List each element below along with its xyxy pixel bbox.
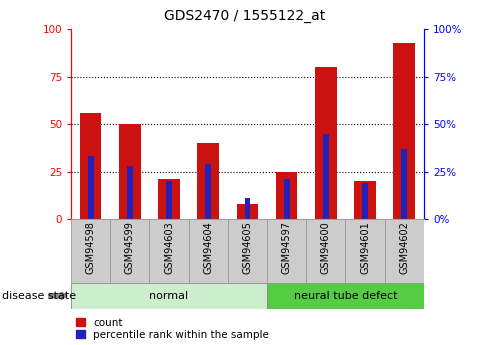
Bar xyxy=(119,124,141,219)
Bar xyxy=(110,219,149,283)
Text: GSM94602: GSM94602 xyxy=(399,221,409,274)
Bar xyxy=(267,219,306,283)
Bar xyxy=(393,43,415,219)
Text: GSM94600: GSM94600 xyxy=(321,221,331,274)
Bar xyxy=(284,179,290,219)
Bar xyxy=(189,219,228,283)
Text: GSM94604: GSM94604 xyxy=(203,221,213,274)
Bar xyxy=(158,179,180,219)
Bar xyxy=(228,219,267,283)
Bar xyxy=(385,219,424,283)
Bar xyxy=(166,181,172,219)
Bar xyxy=(267,283,424,309)
Bar xyxy=(245,198,250,219)
Bar xyxy=(315,67,337,219)
Bar xyxy=(401,149,407,219)
Bar xyxy=(71,283,267,309)
Text: GSM94603: GSM94603 xyxy=(164,221,174,274)
Text: normal: normal xyxy=(149,291,189,301)
Text: GSM94601: GSM94601 xyxy=(360,221,370,274)
Bar xyxy=(306,219,345,283)
Bar xyxy=(127,166,133,219)
Legend: count, percentile rank within the sample: count, percentile rank within the sample xyxy=(76,318,269,340)
Text: GDS2470 / 1555122_at: GDS2470 / 1555122_at xyxy=(164,9,326,23)
Bar xyxy=(354,181,376,219)
Text: GSM94598: GSM94598 xyxy=(86,221,96,274)
Bar xyxy=(276,171,297,219)
Text: neural tube defect: neural tube defect xyxy=(294,291,397,301)
Bar xyxy=(205,164,211,219)
Bar xyxy=(149,219,189,283)
Bar xyxy=(88,157,94,219)
Bar xyxy=(237,204,258,219)
Text: GSM94605: GSM94605 xyxy=(243,221,252,274)
Bar xyxy=(71,219,110,283)
Bar xyxy=(197,143,219,219)
Text: GSM94599: GSM94599 xyxy=(125,221,135,274)
Bar xyxy=(323,134,329,219)
Bar xyxy=(362,183,368,219)
Text: disease state: disease state xyxy=(2,291,76,301)
Bar xyxy=(345,219,385,283)
Bar xyxy=(80,113,101,219)
Text: GSM94597: GSM94597 xyxy=(282,221,292,274)
